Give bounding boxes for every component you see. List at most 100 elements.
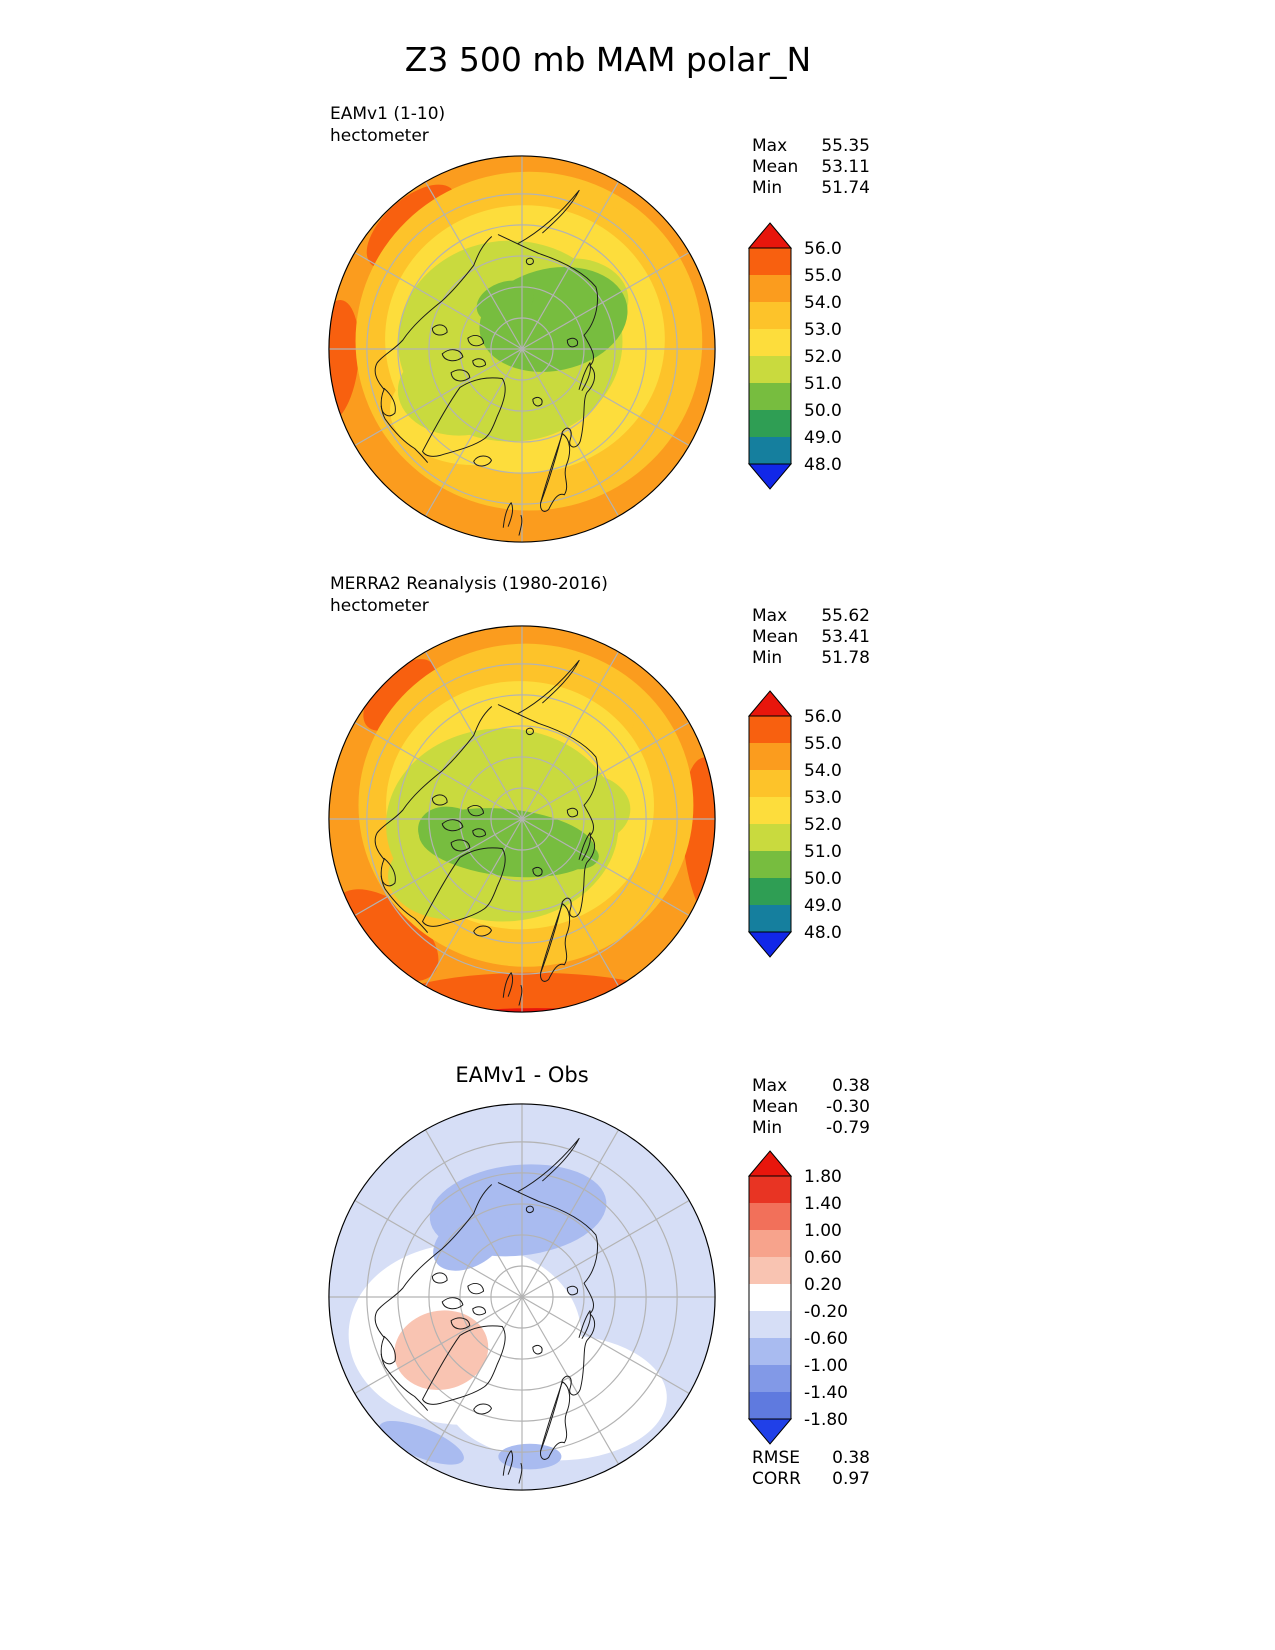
colorbar-segment [749,1311,791,1339]
contour-band-50-51 [418,806,485,860]
map-field-diff [328,1103,716,1491]
panel3-colorbar: 1.80 1.40 1.00 0.60 0.20 -0.20 -0.60 -1.00 -1.40… [747,1150,898,1449]
stat-row: Mean 53.41 [752,627,870,648]
colorbar-tick-label: 53.0 [804,320,842,340]
colorbar-segment [749,1203,791,1231]
stat-label: Max [752,136,788,156]
stat-value: 0.38 [832,1076,870,1096]
colorbar-tick-label: 56.0 [804,239,842,259]
colorbar-tick-label: 48.0 [804,455,842,475]
stat-value: 53.41 [821,627,870,647]
diff-band-neg-strong [379,1420,464,1465]
colorbar-segment [749,302,791,330]
colorbar-tick-label: 51.0 [804,842,842,862]
colorbar-tick-label: -0.60 [804,1329,848,1349]
stat-value: 51.74 [821,178,870,198]
colorbar-svg: 1.80 1.40 1.00 0.60 0.20 -0.20 -0.60 -1.00 -1.40… [747,1150,848,1445]
colorbar-arrow-top [747,690,793,717]
diff-band-neg-strong [433,1209,509,1271]
panel1-units: hectometer [330,126,429,146]
stat-label: CORR [752,1469,801,1489]
colorbar-arrow-bottom [747,463,793,490]
stat-row: Min 51.74 [752,178,870,199]
map-boundary [328,625,716,1013]
contour-band-55-56 [328,300,360,422]
colorbar-arrow-bottom [747,1418,793,1445]
panel2-units: hectometer [330,596,429,616]
colorbar-segment [749,1338,791,1366]
colorbar-tick-label: 0.60 [804,1248,842,1268]
colorbar-tick-label: -1.00 [804,1356,848,1376]
map-field-merra2 [328,625,716,1013]
colorbar-segment [749,851,791,879]
colorbar-tick-label: 55.0 [804,266,842,286]
colorbar-segment [749,410,791,438]
map-boundary [328,155,716,543]
stat-value: 0.38 [832,1448,870,1468]
stat-label: Min [752,648,783,668]
panel1-map [325,152,719,546]
colorbar-segment [749,1284,791,1312]
polar-map-diff [328,1103,716,1491]
panel1-colorbar: 56.0 55.0 54.0 53.0 52.0 51.0 50.0 49.0 48.0 [747,222,898,494]
colorbar-segment [749,248,791,276]
colorbar-tick-label: 1.40 [804,1194,842,1214]
colorbar-tick-label: 54.0 [804,293,842,313]
contour-band-50-51 [559,843,599,870]
colorbar-tick-label: 50.0 [804,869,842,889]
colorbar-segment [749,1365,791,1393]
stat-row: CORR 0.97 [752,1469,870,1490]
colorbar-segment [749,437,791,465]
panel3-title: EAMv1 - Obs [455,1063,589,1087]
diff-band-zero [446,1334,667,1461]
stat-label: Min [752,1118,783,1138]
stat-value: -0.30 [826,1097,870,1117]
stat-row: Mean 53.11 [752,157,870,178]
stat-value: 55.62 [821,606,870,626]
panel2-colorbar: 56.0 55.0 54.0 53.0 52.0 51.0 50.0 49.0 48.0 [747,690,898,962]
panel3-map [325,1100,719,1494]
figure-title: Z3 500 mb MAM polar_N [404,40,812,79]
stat-value: -0.79 [826,1118,870,1138]
panel2-map [325,622,719,1016]
stat-row: Max 55.35 [752,136,870,157]
stat-value: 0.97 [832,1469,870,1489]
stat-value: 55.35 [821,136,870,156]
colorbar-tick-label: 0.20 [804,1275,842,1295]
colorbar-arrow-bottom [747,931,793,958]
colorbar-segment [749,1257,791,1285]
stat-row: Min 51.78 [752,648,870,669]
colorbar-tick-label: 50.0 [804,401,842,421]
stat-label: Mean [752,627,799,647]
panel2-stats: Max 55.62 Mean 53.41 Min 51.78 [752,606,870,669]
colorbar-tick-label: 1.80 [804,1167,842,1187]
stat-value: 51.78 [821,648,870,668]
stat-value: 53.11 [821,157,870,177]
stat-label: Mean [752,1097,799,1117]
map-field-eamv1 [328,155,716,543]
colorbar-segment [749,356,791,384]
colorbar-tick-label: 56.0 [804,707,842,727]
colorbar-tick-label: 54.0 [804,761,842,781]
stat-row: Mean -0.30 [752,1097,870,1118]
colorbar-tick-label: 52.0 [804,347,842,367]
colorbar-segment [749,797,791,825]
colorbar-tick-label: 55.0 [804,734,842,754]
stat-row: Max 55.62 [752,606,870,627]
panel2-label: MERRA2 Reanalysis (1980-2016) [330,574,608,594]
map-boundary [328,1103,716,1491]
colorbar-segment [749,878,791,906]
polar-map-merra2 [328,625,716,1013]
colorbar-tick-label: 1.00 [804,1221,842,1241]
stat-label: Mean [752,157,799,177]
colorbar-segment [749,905,791,933]
colorbar-tick-label: -1.80 [804,1410,848,1430]
colorbar-tick-label: -1.40 [804,1383,848,1403]
colorbar-tick-label: 52.0 [804,815,842,835]
stat-label: RMSE [752,1448,801,1468]
contour-band-50-51 [476,280,534,323]
panel2-label-block: MERRA2 Reanalysis (1980-2016) hectometer [330,573,608,617]
stat-row: Max 0.38 [752,1076,870,1097]
panel3-footer-stats: RMSE 0.38 CORR 0.97 [752,1448,870,1490]
